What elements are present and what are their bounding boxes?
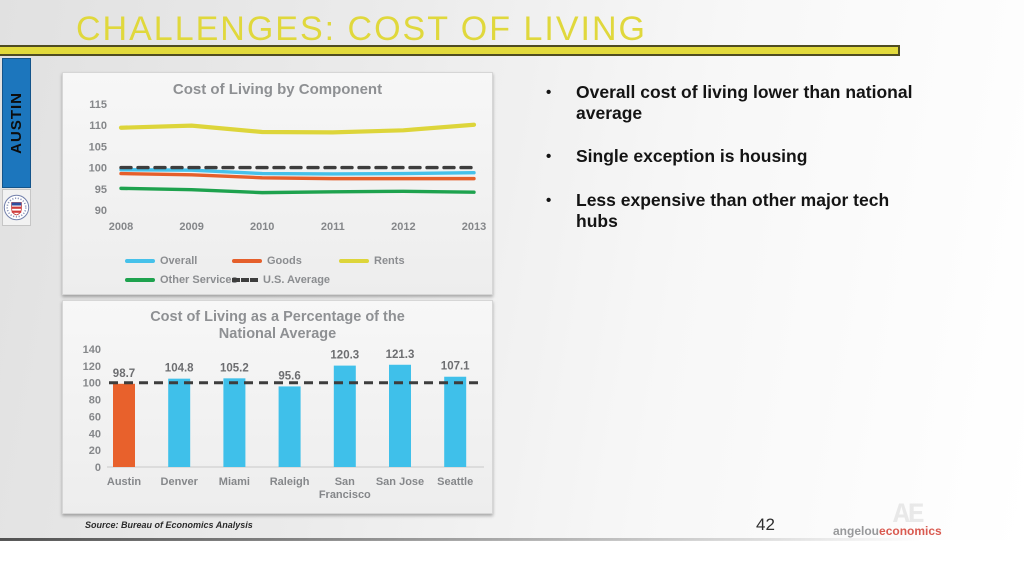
- legend-item: Overall: [125, 255, 232, 267]
- angelou-economics-logo: angeloueconomics: [833, 524, 942, 538]
- bullet-item: Overall cost of living lower than nation…: [546, 82, 924, 123]
- bullet-list: Overall cost of living lower than nation…: [546, 82, 924, 254]
- bar-san-francisco: [333, 365, 356, 468]
- legend-item: Goods: [232, 255, 339, 267]
- svg-text:Austin: Austin: [107, 476, 142, 488]
- svg-text:2013: 2013: [462, 221, 486, 233]
- bar-chart: 0 20 40 60 80 100 120 140 98.7 104.8 105.2 95.6 120.…: [63, 342, 492, 515]
- svg-text:121.3: 121.3: [386, 349, 415, 361]
- svg-text:100: 100: [83, 378, 101, 390]
- legend-swatch-icon: [232, 277, 258, 282]
- bar-chart-svg: 0 20 40 60 80 100 120 140 98.7 104.8 105.2 95.6 120.…: [83, 344, 484, 501]
- bar-denver: [168, 379, 191, 468]
- svg-text:2009: 2009: [179, 221, 203, 233]
- bar-san-jose: [389, 365, 411, 468]
- bar-raleigh: [278, 386, 301, 468]
- title-underline-bar: [0, 45, 900, 56]
- svg-text:98.7: 98.7: [113, 368, 135, 380]
- seal-icon: [3, 194, 30, 221]
- legend-label: Overall: [160, 254, 198, 267]
- svg-text:107.1: 107.1: [441, 361, 470, 373]
- line-chart-title: Cost of Living by Component: [172, 81, 383, 98]
- svg-text:2010: 2010: [250, 221, 274, 233]
- bar-miami: [223, 378, 246, 468]
- svg-text:Miami: Miami: [219, 476, 250, 488]
- bar-chart-panel: Cost of Living as a Percentage of the Na…: [62, 300, 493, 514]
- legend-label: Other Services: [160, 273, 238, 286]
- svg-text:Raleigh: Raleigh: [270, 476, 310, 488]
- angelou-economics-monogram-icon: AE: [893, 500, 925, 531]
- legend-label: Rents: [374, 254, 405, 267]
- bar-seattle: [444, 377, 467, 468]
- logo-text-gray: angelou: [833, 524, 880, 538]
- svg-text:80: 80: [89, 395, 101, 407]
- svg-text:105: 105: [89, 142, 107, 154]
- legend-swatch-icon: [339, 258, 369, 263]
- svg-text:105.2: 105.2: [220, 363, 249, 375]
- bullet-item: Single exception is housing: [546, 146, 924, 167]
- svg-text:Seattle: Seattle: [437, 476, 473, 488]
- legend-row: Other Services U.S. Average: [125, 270, 492, 289]
- svg-text:95.6: 95.6: [278, 371, 300, 383]
- svg-text:104.8: 104.8: [165, 363, 194, 375]
- austin-sidebar-tab: AUSTIN: [2, 58, 31, 188]
- slide: CHALLENGES: COST OF LIVING AUSTIN Cost o…: [0, 0, 1024, 540]
- svg-text:2011: 2011: [321, 221, 345, 233]
- line-chart-panel: Cost of Living by Component 115 110 105 100…: [62, 72, 493, 295]
- bar-austin: [113, 384, 135, 468]
- svg-text:115: 115: [89, 99, 107, 111]
- svg-text:100: 100: [89, 163, 107, 175]
- svg-text:110: 110: [89, 120, 107, 132]
- austin-city-seal-logo: [2, 189, 31, 226]
- legend-swatch-icon: [125, 277, 155, 282]
- bar-chart-title: Cost of Living as a Percentage of the Na…: [150, 309, 405, 342]
- bullet-item: Less expensive than other major tech hub…: [546, 190, 924, 231]
- line-chart-legend: Overall Goods Rents Other Services U.S. Aver…: [63, 251, 492, 289]
- page-title: CHALLENGES: COST OF LIVING: [76, 10, 647, 48]
- svg-text:20: 20: [89, 445, 101, 457]
- logo-text-red: economics: [879, 524, 942, 538]
- page-number: 42: [756, 515, 775, 534]
- svg-text:120.3: 120.3: [330, 350, 359, 362]
- svg-text:40: 40: [89, 429, 101, 441]
- svg-text:60: 60: [89, 412, 101, 424]
- svg-text:2012: 2012: [391, 221, 415, 233]
- slide-bottom-edge: [0, 538, 1024, 541]
- legend-swatch-icon: [232, 258, 262, 263]
- svg-text:0: 0: [95, 462, 101, 474]
- legend-item: Other Services: [125, 274, 238, 286]
- svg-text:2008: 2008: [109, 221, 133, 233]
- svg-text:120: 120: [83, 361, 101, 373]
- source-note: Source: Bureau of Economics Analysis: [85, 520, 253, 530]
- line-chart: 115 110 105 100 95 90 2008 2009 2010 2011 2012 2013: [63, 98, 492, 249]
- svg-text:90: 90: [95, 205, 107, 217]
- svg-text:140: 140: [83, 344, 101, 356]
- svg-text:95: 95: [95, 184, 107, 196]
- legend-row: Overall Goods Rents: [125, 251, 492, 270]
- legend-label: U.S. Average: [263, 273, 331, 286]
- svg-text:San Jose: San Jose: [376, 476, 424, 488]
- legend-item: U.S. Average: [232, 274, 339, 286]
- legend-item: Rents: [339, 255, 446, 267]
- austin-tab-label: AUSTIN: [8, 92, 25, 154]
- legend-label: Goods: [267, 254, 302, 267]
- svg-text:Denver: Denver: [161, 476, 199, 488]
- legend-swatch-icon: [125, 258, 155, 263]
